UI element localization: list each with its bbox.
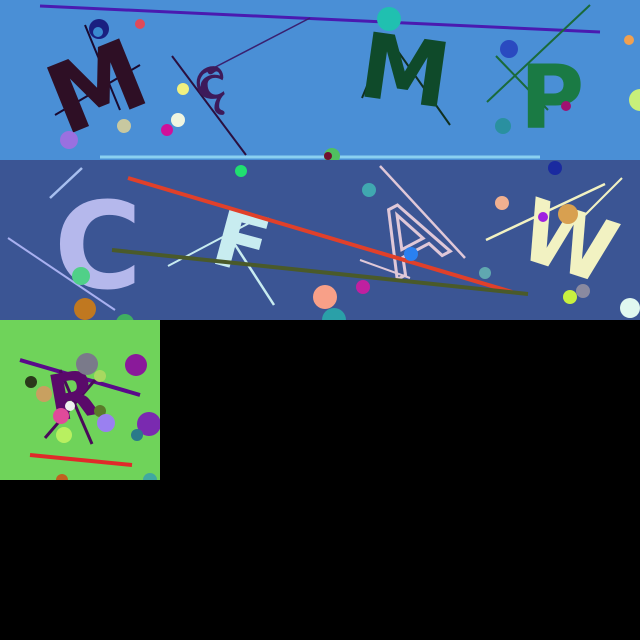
noise-dot — [620, 298, 640, 318]
noise-dot — [131, 429, 143, 441]
noise-dot — [125, 354, 147, 376]
noise-line — [486, 4, 591, 103]
noise-dot — [53, 408, 69, 424]
noise-dot — [500, 40, 518, 58]
noise-dot — [94, 370, 106, 382]
noise-dot — [56, 474, 68, 480]
noise-dot — [404, 247, 418, 261]
noise-dot — [377, 7, 401, 31]
captcha-glyph: C — [54, 178, 142, 317]
noise-dot — [56, 427, 72, 443]
captcha-glyph: ඳ — [195, 44, 225, 115]
noise-dot — [36, 386, 52, 402]
noise-dot — [479, 267, 491, 279]
noise-dot — [65, 401, 75, 411]
noise-dot — [313, 285, 337, 309]
noise-dot — [97, 414, 115, 432]
noise-line — [39, 4, 601, 34]
noise-dot — [135, 19, 145, 29]
noise-dot — [171, 113, 185, 127]
noise-line — [361, 54, 381, 99]
noise-dot — [561, 101, 571, 111]
noise-dot — [137, 412, 160, 436]
noise-dot — [76, 353, 98, 375]
small-tile-background — [0, 320, 160, 480]
noise-dot — [538, 212, 548, 222]
noise-line — [49, 167, 83, 199]
noise-dot — [563, 290, 577, 304]
captcha-glyph: P — [520, 46, 585, 149]
noise-dot — [94, 405, 106, 417]
noise-dot — [495, 118, 511, 134]
noise-line — [199, 17, 311, 76]
noise-dot — [116, 314, 134, 320]
noise-line — [359, 259, 411, 279]
middle-captcha-band: C F A W — [0, 160, 640, 320]
small-captcha-tile: R — [0, 320, 160, 480]
noise-dot — [576, 284, 590, 298]
noise-dot — [356, 280, 370, 294]
noise-line — [54, 64, 141, 116]
top-captcha-band: M ඳ M P — [0, 0, 640, 160]
noise-dot — [117, 119, 131, 133]
noise-line — [171, 55, 247, 156]
noise-line — [379, 165, 466, 259]
noise-dot — [74, 298, 96, 320]
noise-line — [584, 177, 623, 216]
noise-dot — [72, 267, 90, 285]
noise-line — [7, 237, 116, 311]
noise-dot — [177, 83, 189, 95]
noise-dot — [143, 473, 157, 480]
noise-dot — [362, 183, 376, 197]
noise-dot — [629, 89, 640, 111]
noise-dot — [25, 376, 37, 388]
noise-dot — [324, 152, 332, 160]
noise-line — [19, 358, 141, 397]
noise-dot — [495, 196, 509, 210]
noise-dot — [60, 131, 78, 149]
noise-dot — [548, 161, 562, 175]
noise-line — [230, 239, 276, 306]
noise-dot — [322, 308, 346, 320]
noise-dot — [235, 165, 247, 177]
noise-dot — [161, 124, 173, 136]
noise-line — [84, 24, 121, 111]
noise-dot — [624, 35, 634, 45]
noise-line — [29, 453, 133, 467]
noise-line — [58, 369, 94, 445]
noise-line — [495, 55, 549, 111]
noise-line — [389, 39, 451, 126]
noise-line — [485, 182, 606, 242]
noise-line — [127, 176, 513, 294]
noise-dot — [93, 27, 103, 37]
captcha-glyph: M — [353, 13, 456, 129]
noise-line — [111, 248, 529, 296]
noise-dot — [558, 204, 578, 224]
